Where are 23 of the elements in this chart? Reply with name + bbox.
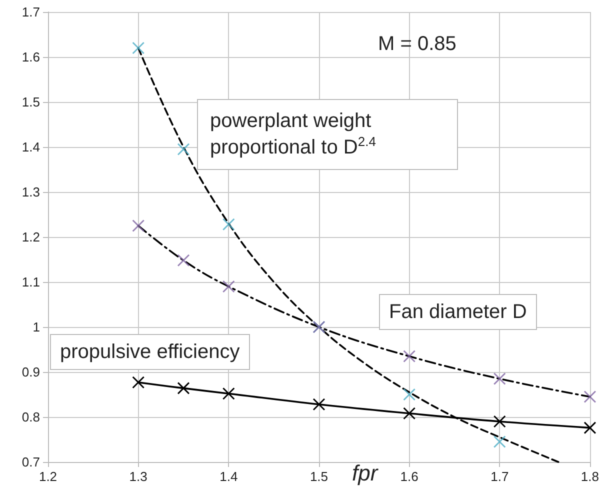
y-tick-label: 1.5	[22, 94, 40, 110]
y-tick-label: 0.7	[22, 454, 40, 470]
y-tick-label: 1.4	[22, 140, 40, 154]
y-tick-label: 0.9	[22, 364, 40, 380]
y-tick-label: 1.6	[22, 50, 40, 64]
y-tick-label: 1.1	[22, 274, 40, 290]
annotation: M = 0.85	[378, 33, 456, 55]
label-box: propulsive efficiency	[50, 334, 250, 370]
y-tick-label: 1	[32, 320, 40, 334]
x-tick-label: 1.7	[490, 469, 509, 484]
label-box: Fan diameter D	[379, 294, 537, 330]
x-tick-label: 1.5	[310, 469, 328, 484]
x-tick-label: 1.3	[129, 469, 148, 484]
x-tick-label: 1.8	[580, 469, 600, 484]
x-tick-label: 1.4	[220, 469, 238, 484]
y-tick-label: 0.8	[22, 410, 40, 424]
y-tick-label: 1.7	[22, 4, 40, 20]
y-tick-label: 1.3	[22, 184, 40, 200]
x-axis-title: fpr	[352, 460, 380, 486]
y-tick-label: 1.2	[22, 230, 40, 244]
x-tick-label: 1.2	[38, 469, 58, 484]
label-box: powerplant weight proportional to D$^{2.4}$	[197, 99, 458, 170]
x-tick-label: 1.6	[400, 469, 418, 484]
